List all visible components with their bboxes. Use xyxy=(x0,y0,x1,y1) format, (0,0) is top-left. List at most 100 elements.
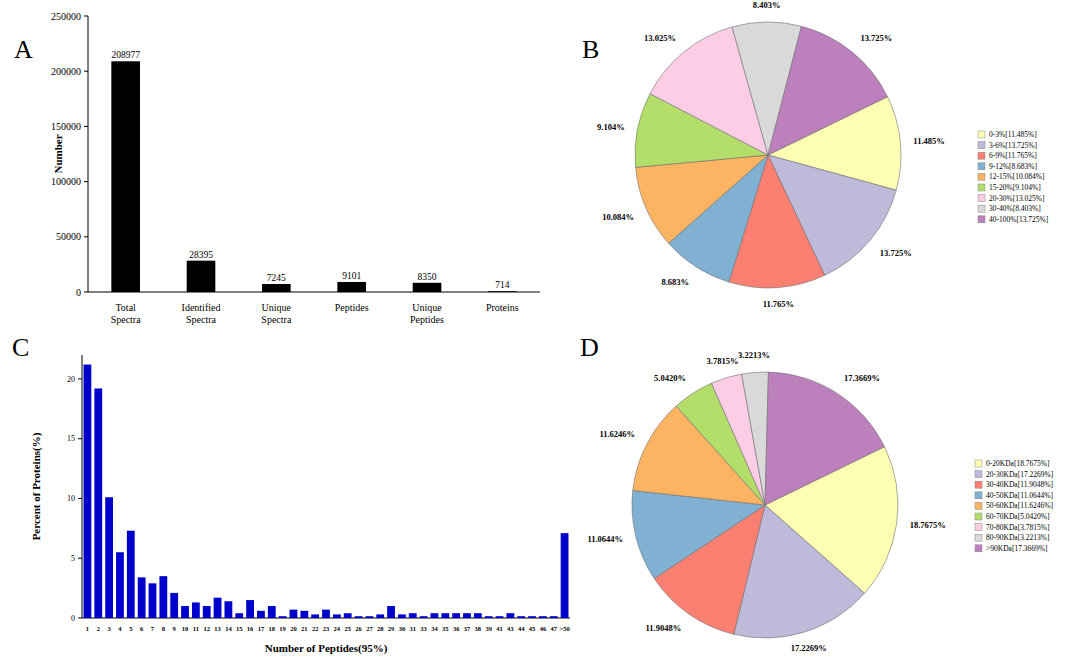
x-tick-label: 36 xyxy=(453,625,460,632)
panel-label: C xyxy=(12,333,29,362)
data-label: 28395 xyxy=(189,250,213,260)
bar-chart: 0500001000001500002000002500002089772839… xyxy=(14,11,540,325)
label-line: Unique xyxy=(412,302,442,313)
y-axis-title: Percent of Proteins(%) xyxy=(30,432,43,540)
data-label: 714 xyxy=(495,280,510,290)
x-tick-label: 27 xyxy=(366,625,373,632)
bar xyxy=(138,577,146,618)
x-tick-label: 9 xyxy=(173,625,177,632)
x-axis xyxy=(88,292,540,293)
bar xyxy=(116,552,124,618)
data-label: 9.104% xyxy=(597,122,625,132)
pie-chart: 18.7675%17.2269%11.9048%11.0644%11.6246%… xyxy=(580,333,1053,653)
x-tick-label: 39 xyxy=(485,625,492,632)
label-line: Unique xyxy=(262,302,292,313)
bar xyxy=(214,598,222,618)
bar xyxy=(528,616,536,618)
bar xyxy=(431,613,439,618)
data-label: 18.7675% xyxy=(910,520,946,530)
bar xyxy=(376,614,384,618)
bar xyxy=(192,602,200,618)
pie-chart: 11.485%13.725%11.765%8.683%10.084%9.104%… xyxy=(582,0,1048,309)
bar xyxy=(311,614,319,618)
bar xyxy=(203,606,211,618)
bar xyxy=(257,611,265,618)
bar xyxy=(322,610,330,618)
y-tick-label: 150000 xyxy=(51,121,81,132)
data-label: 13.725% xyxy=(880,248,912,258)
x-tick-label: 28 xyxy=(377,625,384,632)
y-tick-label: 20 xyxy=(67,375,75,384)
bar xyxy=(355,616,363,618)
x-tick-label: 11 xyxy=(193,625,199,632)
legend: 0-3%[11.485%]3-6%[13.725%]6-9%[11.765%]9… xyxy=(978,130,1048,224)
x-tick-label: TotalSpectra xyxy=(111,302,142,325)
bar xyxy=(333,614,341,618)
pie-slice xyxy=(636,155,768,243)
legend-label: 40-100%[13.725%] xyxy=(989,215,1048,224)
label-line: Total xyxy=(115,302,136,313)
y-tick-label: 0 xyxy=(71,614,75,623)
y-tick-label: 100000 xyxy=(51,176,81,187)
y-tick-label: 200000 xyxy=(51,66,81,77)
figure: 0500001000001500002000002500002089772839… xyxy=(0,0,1080,661)
legend-swatch xyxy=(978,205,985,212)
x-tick-label: IdentifiedSpectra xyxy=(182,302,221,325)
x-tick-label: 37 xyxy=(464,625,471,632)
bar xyxy=(111,61,140,292)
legend-swatch xyxy=(975,513,982,520)
label-line: Spectra xyxy=(186,314,217,325)
bar xyxy=(84,365,92,618)
bar xyxy=(365,616,373,618)
data-label: 8.403% xyxy=(753,0,781,10)
legend-label: 30-40KDa[11.9048%] xyxy=(986,480,1053,489)
data-label: 3.2213% xyxy=(738,350,770,360)
legend-swatch xyxy=(978,216,985,223)
x-tick-label: 2 xyxy=(97,625,100,632)
data-label: 11.0644% xyxy=(587,534,623,544)
y-tick xyxy=(84,126,88,127)
label-line: Spectra xyxy=(111,314,142,325)
bar xyxy=(344,613,352,618)
y-tick-label: 250000 xyxy=(51,11,81,22)
x-tick-label: UniquePeptides xyxy=(410,302,444,325)
x-tick-label: 29 xyxy=(388,625,395,632)
legend-swatch xyxy=(975,545,982,552)
y-tick xyxy=(78,378,82,379)
x-tick-label: 15 xyxy=(236,625,243,632)
x-tick-label: Proteins xyxy=(486,302,519,313)
legend-label: 9-12%[8.683%] xyxy=(989,162,1037,171)
y-tick xyxy=(84,71,88,72)
bar xyxy=(300,611,308,618)
x-tick-label: 20 xyxy=(290,625,297,632)
panel-label: A xyxy=(14,35,33,64)
legend-label: 30-40%[8.403%] xyxy=(989,204,1041,213)
x-tick-label: 35 xyxy=(442,625,449,632)
legend-label: 0-20KDa[18.7675%] xyxy=(986,459,1050,468)
y-tick xyxy=(78,558,82,559)
bars xyxy=(84,365,569,618)
legend: 0-20KDa[18.7675%] 20-30KDa[17.2269%]30-40… xyxy=(975,459,1053,553)
data-label: 5.0420% xyxy=(654,373,686,383)
x-tick-label: 16 xyxy=(247,625,254,632)
bar xyxy=(496,616,504,618)
legend-swatch xyxy=(975,534,982,541)
data-label: 13.725% xyxy=(860,33,892,43)
legend-label: 70-80KDa[3.7815%] xyxy=(986,523,1050,532)
x-tick-label: 31 xyxy=(410,625,417,632)
bar xyxy=(398,614,406,618)
bar xyxy=(485,616,493,618)
panel-label: D xyxy=(580,333,599,362)
data-label: 3.7815% xyxy=(707,356,739,366)
x-tick-label: 47 xyxy=(550,625,557,632)
y-axis xyxy=(82,355,83,618)
x-tick-label: 25 xyxy=(344,625,351,632)
bars xyxy=(111,61,516,292)
data-label: 208977 xyxy=(111,50,140,60)
legend-swatch xyxy=(978,173,985,180)
bar xyxy=(488,291,517,292)
legend-swatch xyxy=(975,502,982,509)
data-label: 11.6246% xyxy=(599,429,635,439)
x-tick-label: Peptides xyxy=(335,302,369,313)
legend-label: 20-30KDa[17.2269%] xyxy=(986,470,1053,479)
